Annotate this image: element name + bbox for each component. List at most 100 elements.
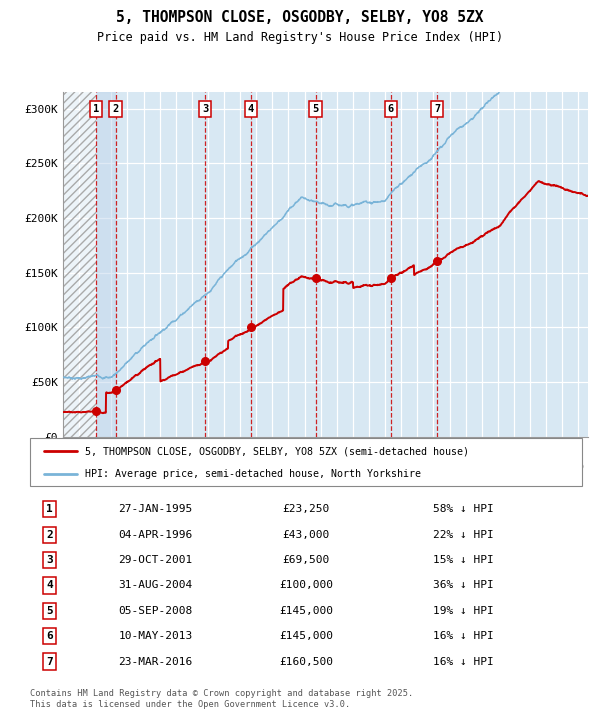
Text: 31-AUG-2004: 31-AUG-2004 [118, 581, 193, 591]
Text: 18: 18 [460, 451, 471, 459]
Text: 04: 04 [235, 451, 245, 459]
Text: 15: 15 [412, 451, 422, 459]
Text: 94: 94 [74, 451, 85, 459]
Text: 20: 20 [493, 451, 503, 459]
Bar [97, 92, 115, 437]
Text: 93: 93 [58, 451, 68, 459]
Text: 20: 20 [444, 463, 455, 472]
Text: 25: 25 [573, 451, 584, 459]
Text: 17: 17 [444, 451, 455, 459]
Text: 7: 7 [434, 104, 440, 114]
Text: 05-SEP-2008: 05-SEP-2008 [118, 606, 193, 616]
Text: 3: 3 [202, 104, 208, 114]
Text: 20: 20 [557, 463, 568, 472]
Text: 20: 20 [235, 463, 245, 472]
Text: 19: 19 [154, 463, 165, 472]
Text: £100,000: £100,000 [279, 581, 333, 591]
Text: 20: 20 [218, 463, 229, 472]
Text: 20: 20 [412, 463, 422, 472]
Text: 20: 20 [493, 463, 503, 472]
Text: 27-JAN-1995: 27-JAN-1995 [118, 504, 193, 514]
Text: 16% ↓ HPI: 16% ↓ HPI [433, 631, 494, 641]
Text: 97: 97 [122, 451, 133, 459]
Text: 5, THOMPSON CLOSE, OSGODBY, SELBY, YO8 5ZX (semi-detached house): 5, THOMPSON CLOSE, OSGODBY, SELBY, YO8 5… [85, 446, 469, 456]
Text: 20: 20 [380, 463, 391, 472]
Text: 24: 24 [557, 451, 568, 459]
Text: 11: 11 [347, 451, 358, 459]
Text: 14: 14 [396, 451, 407, 459]
Text: 36% ↓ HPI: 36% ↓ HPI [433, 581, 494, 591]
Text: 23-MAR-2016: 23-MAR-2016 [118, 657, 193, 667]
Text: 03: 03 [218, 451, 229, 459]
Text: 2: 2 [46, 530, 53, 540]
Text: 19: 19 [58, 463, 68, 472]
Text: 58% ↓ HPI: 58% ↓ HPI [433, 504, 494, 514]
Text: 20: 20 [573, 463, 584, 472]
Text: 5: 5 [313, 104, 319, 114]
Text: 20: 20 [524, 463, 535, 472]
Text: 99: 99 [154, 451, 165, 459]
Text: 16% ↓ HPI: 16% ↓ HPI [433, 657, 494, 667]
Text: 22: 22 [524, 451, 535, 459]
Text: 10: 10 [331, 451, 342, 459]
Text: 1: 1 [93, 104, 100, 114]
Text: 20: 20 [331, 463, 342, 472]
Text: 20: 20 [187, 463, 197, 472]
Text: 20: 20 [267, 463, 278, 472]
FancyBboxPatch shape [30, 438, 582, 486]
Text: 19: 19 [122, 463, 133, 472]
Text: £145,000: £145,000 [279, 631, 333, 641]
Text: 19% ↓ HPI: 19% ↓ HPI [433, 606, 494, 616]
Text: 20: 20 [460, 463, 471, 472]
Text: 15% ↓ HPI: 15% ↓ HPI [433, 555, 494, 565]
Text: 6: 6 [46, 631, 53, 641]
Text: £43,000: £43,000 [283, 530, 329, 540]
Text: 12: 12 [364, 451, 374, 459]
Text: 19: 19 [476, 451, 487, 459]
Text: 20: 20 [428, 463, 439, 472]
Bar [63, 92, 97, 437]
Text: 22% ↓ HPI: 22% ↓ HPI [433, 530, 494, 540]
Text: 19: 19 [106, 463, 116, 472]
Text: 21: 21 [509, 451, 519, 459]
Text: £160,500: £160,500 [279, 657, 333, 667]
Text: 02: 02 [203, 451, 214, 459]
Text: 20: 20 [509, 463, 519, 472]
Text: 01: 01 [187, 451, 197, 459]
Text: 6: 6 [388, 104, 394, 114]
Text: 06: 06 [267, 451, 278, 459]
Text: 00: 00 [170, 451, 181, 459]
Text: 3: 3 [46, 555, 53, 565]
Text: £145,000: £145,000 [279, 606, 333, 616]
Text: 19: 19 [138, 463, 149, 472]
Text: 20: 20 [476, 463, 487, 472]
Text: 04-APR-1996: 04-APR-1996 [118, 530, 193, 540]
Text: 20: 20 [251, 463, 262, 472]
Text: 20: 20 [315, 463, 326, 472]
Text: 20: 20 [283, 463, 294, 472]
Text: 20: 20 [203, 463, 214, 472]
Text: 95: 95 [90, 451, 101, 459]
Text: 1: 1 [46, 504, 53, 514]
Text: 10-MAY-2013: 10-MAY-2013 [118, 631, 193, 641]
Text: 07: 07 [283, 451, 294, 459]
Text: 4: 4 [248, 104, 254, 114]
Text: 16: 16 [428, 451, 439, 459]
Text: 19: 19 [74, 463, 85, 472]
Text: 19: 19 [90, 463, 101, 472]
Text: £23,250: £23,250 [283, 504, 329, 514]
Text: 20: 20 [170, 463, 181, 472]
Text: 2: 2 [112, 104, 119, 114]
Text: 5, THOMPSON CLOSE, OSGODBY, SELBY, YO8 5ZX: 5, THOMPSON CLOSE, OSGODBY, SELBY, YO8 5… [116, 10, 484, 25]
Text: £69,500: £69,500 [283, 555, 329, 565]
Text: 20: 20 [541, 463, 551, 472]
Text: 20: 20 [299, 463, 310, 472]
Text: HPI: Average price, semi-detached house, North Yorkshire: HPI: Average price, semi-detached house,… [85, 469, 421, 479]
Text: 23: 23 [541, 451, 551, 459]
Text: 4: 4 [46, 581, 53, 591]
Text: 7: 7 [46, 657, 53, 667]
Text: 13: 13 [380, 451, 391, 459]
Text: 20: 20 [396, 463, 407, 472]
Bar [63, 92, 97, 437]
Text: 5: 5 [46, 606, 53, 616]
